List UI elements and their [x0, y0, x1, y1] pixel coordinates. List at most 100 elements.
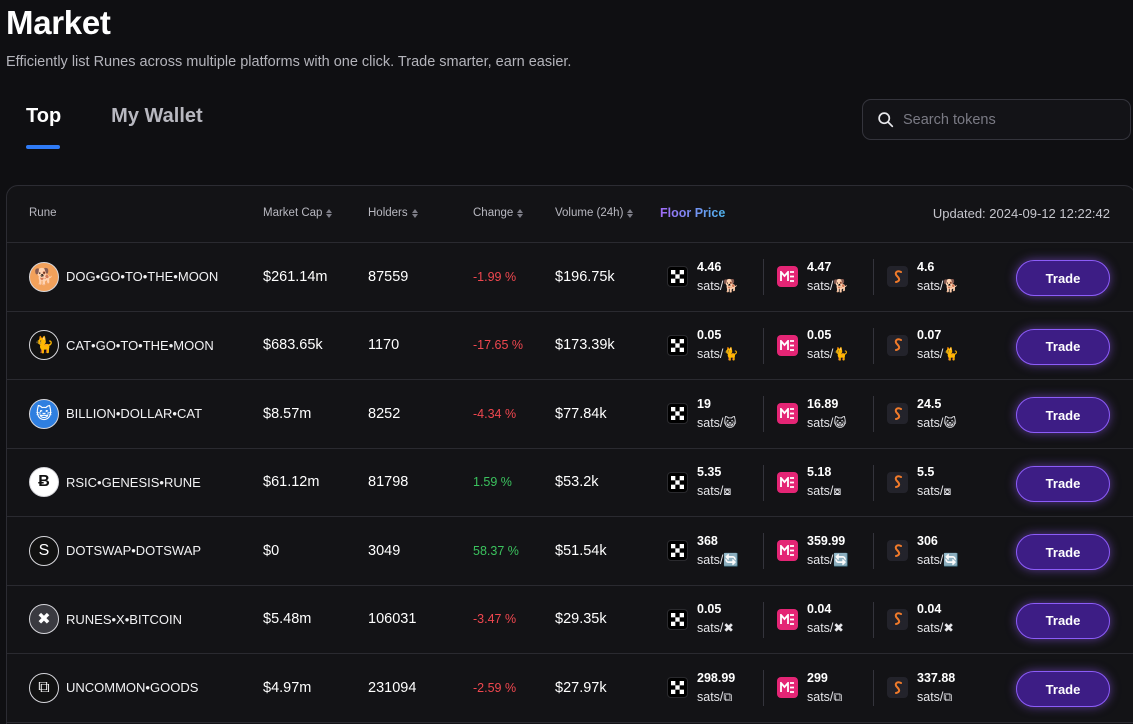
dog-icon: 🐕: [29, 261, 59, 292]
magic-eden-logo-icon: [777, 677, 798, 699]
trade-button[interactable]: Trade: [1016, 328, 1110, 365]
floor-price-satosea[interactable]: 0.07 sats/🐈: [887, 312, 959, 380]
column-header-floor-price: Floor Price: [660, 206, 726, 220]
table-row[interactable]: 🐕 DOG•GO•TO•THE•MOON $261.14m 87559 -1.99 %…: [7, 243, 1133, 312]
floor-price-okx[interactable]: 0.05 sats/✖: [667, 586, 734, 654]
okx-logo-icon: [667, 540, 688, 562]
search-icon: [878, 112, 894, 128]
okx-logo-icon: [667, 471, 688, 493]
floor-price-value: 359.99: [807, 533, 846, 548]
volume: $196.75k: [555, 268, 615, 285]
floor-price-value: 0.05: [807, 328, 832, 343]
column-header-volume[interactable]: Volume (24h): [555, 207, 634, 219]
floor-price-satosea[interactable]: 306 sats/🔄: [887, 517, 959, 585]
search-box[interactable]: [862, 99, 1131, 140]
floor-price-okx[interactable]: 19 sats/😺: [667, 380, 736, 448]
floor-price-satosea[interactable]: 337.88 sats/⧉: [887, 654, 955, 722]
rune-name[interactable]: RSIC•GENESIS•RUNE: [66, 474, 201, 490]
rune-name[interactable]: UNCOMMON•GOODS: [66, 680, 199, 696]
floor-price-okx[interactable]: 4.46 sats/🐕: [667, 243, 739, 311]
floor-price-unit: sats/🐈: [807, 347, 849, 362]
floor-price-unit: sats/✖: [697, 621, 734, 636]
floor-price-okx[interactable]: 5.35 sats/⧇: [667, 449, 731, 517]
floor-price-magic-eden[interactable]: 359.99 sats/🔄: [777, 517, 849, 585]
tab-my-wallet[interactable]: My Wallet: [111, 105, 203, 127]
floor-price-satosea[interactable]: 5.5 sats/⧇: [887, 449, 951, 517]
floor-price-okx[interactable]: 0.05 sats/🐈: [667, 312, 739, 380]
table-row[interactable]: Ƀ RSIC•GENESIS•RUNE $61.12m 81798 1.59 % $53…: [7, 449, 1133, 517]
satosea-logo-icon: [887, 403, 908, 425]
floor-price-unit: sats/⧇: [807, 484, 842, 499]
rune-cell: 😺 BILLION•DOLLAR•CAT: [29, 380, 202, 448]
floor-price-value: 298.99: [697, 670, 736, 685]
cat-icon: 🐈: [29, 330, 59, 361]
trade-button[interactable]: Trade: [1016, 602, 1110, 639]
floor-price-satosea[interactable]: 4.6 sats/🐕: [887, 243, 959, 311]
table-row[interactable]: ✖ RUNES•X•BITCOIN $5.48m 106031 -3.47 % $29.…: [7, 586, 1133, 654]
updated-timestamp: Updated: 2024-09-12 12:22:42: [932, 206, 1110, 221]
table-row[interactable]: 😺 BILLION•DOLLAR•CAT $8.57m 8252 -4.34 % $77…: [7, 380, 1133, 449]
floor-price-value: 0.07: [917, 328, 942, 343]
okx-logo-icon: [667, 334, 688, 356]
floor-price-satosea[interactable]: 24.5 sats/😺: [887, 380, 956, 448]
market-cap: $5.48m: [263, 611, 312, 628]
floor-price-unit: sats/⧉: [917, 689, 953, 704]
floor-price-okx[interactable]: 368 sats/🔄: [667, 517, 739, 585]
rune-name[interactable]: DOG•GO•TO•THE•MOON: [66, 269, 219, 285]
dotswap-icon: S: [29, 535, 59, 566]
floor-price-magic-eden[interactable]: 0.05 sats/🐈: [777, 312, 849, 380]
tab-bar: Top My Wallet: [26, 105, 203, 149]
column-header-market-cap[interactable]: Market Cap: [263, 207, 333, 219]
rune-name[interactable]: BILLION•DOLLAR•CAT: [66, 406, 203, 422]
floor-price-magic-eden[interactable]: 0.04 sats/✖: [777, 586, 844, 654]
divider: [873, 396, 874, 432]
magic-eden-logo-icon: [777, 334, 798, 356]
rune-name[interactable]: DOTSWAP•DOTSWAP: [66, 543, 202, 559]
floor-price-magic-eden[interactable]: 4.47 sats/🐕: [777, 243, 849, 311]
floor-price-okx[interactable]: 298.99 sats/⧉: [667, 654, 735, 722]
table-header: Rune Market Cap Holders Change Volume (2…: [7, 186, 1133, 243]
trade-button[interactable]: Trade: [1016, 465, 1110, 502]
floor-price-unit: sats/⧇: [917, 484, 952, 499]
table-row[interactable]: 🐈 CAT•GO•TO•THE•MOON $683.65k 1170 -17.65 %…: [7, 312, 1133, 380]
divider: [873, 670, 874, 706]
satosea-logo-icon: [887, 677, 908, 699]
floor-price-magic-eden[interactable]: 5.18 sats/⧇: [777, 449, 841, 517]
trade-button[interactable]: Trade: [1016, 671, 1110, 707]
trade-button[interactable]: Trade: [1016, 260, 1110, 296]
floor-price-unit: sats/🐕: [697, 278, 739, 293]
column-header-change[interactable]: Change: [473, 207, 524, 219]
floor-price-magic-eden[interactable]: 299 sats/⧉: [777, 654, 842, 722]
rune-name[interactable]: CAT•GO•TO•THE•MOON: [66, 337, 214, 353]
floor-price-magic-eden[interactable]: 16.89 sats/😺: [777, 380, 846, 448]
cat-glasses-icon: 😺: [29, 398, 59, 429]
table-row[interactable]: S DOTSWAP•DOTSWAP $0 3049 58.37 % $51.54k 36…: [7, 517, 1133, 586]
floor-price-value: 306: [917, 533, 938, 548]
change: -17.65 %: [473, 338, 524, 353]
floor-price-value: 5.35: [697, 465, 722, 480]
floor-price-unit: sats/🔄: [917, 552, 959, 567]
volume: $77.84k: [555, 405, 607, 422]
change: 58.37 %: [473, 543, 519, 558]
holders: 8252: [368, 405, 401, 422]
floor-price-satosea[interactable]: 0.04 sats/✖: [887, 586, 954, 654]
market-table: Rune Market Cap Holders Change Volume (2…: [6, 185, 1133, 724]
okx-logo-icon: [667, 403, 688, 425]
magic-eden-logo-icon: [777, 608, 798, 630]
market-cap: $8.57m: [263, 405, 312, 422]
floor-price-value: 4.6: [917, 259, 935, 274]
floor-price-unit: sats/✖: [917, 621, 954, 636]
trade-button[interactable]: Trade: [1016, 397, 1110, 433]
change: -4.34 %: [473, 406, 517, 421]
column-header-holders[interactable]: Holders: [368, 207, 418, 219]
market-cap: $0: [263, 542, 280, 559]
holders: 87559: [368, 268, 409, 285]
tab-top[interactable]: Top: [26, 105, 62, 149]
search-input[interactable]: [903, 111, 1113, 128]
trade-button[interactable]: Trade: [1016, 534, 1110, 570]
floor-price-unit: sats/😺: [917, 415, 957, 430]
rune-cell: S DOTSWAP•DOTSWAP: [29, 517, 201, 585]
rune-name[interactable]: RUNES•X•BITCOIN: [66, 611, 183, 627]
table-row[interactable]: ⧉ UNCOMMON•GOODS $4.97m 231094 -2.59 % $27.9…: [7, 654, 1133, 723]
page-subtitle: Efficiently list Runes across multiple p…: [6, 54, 572, 70]
